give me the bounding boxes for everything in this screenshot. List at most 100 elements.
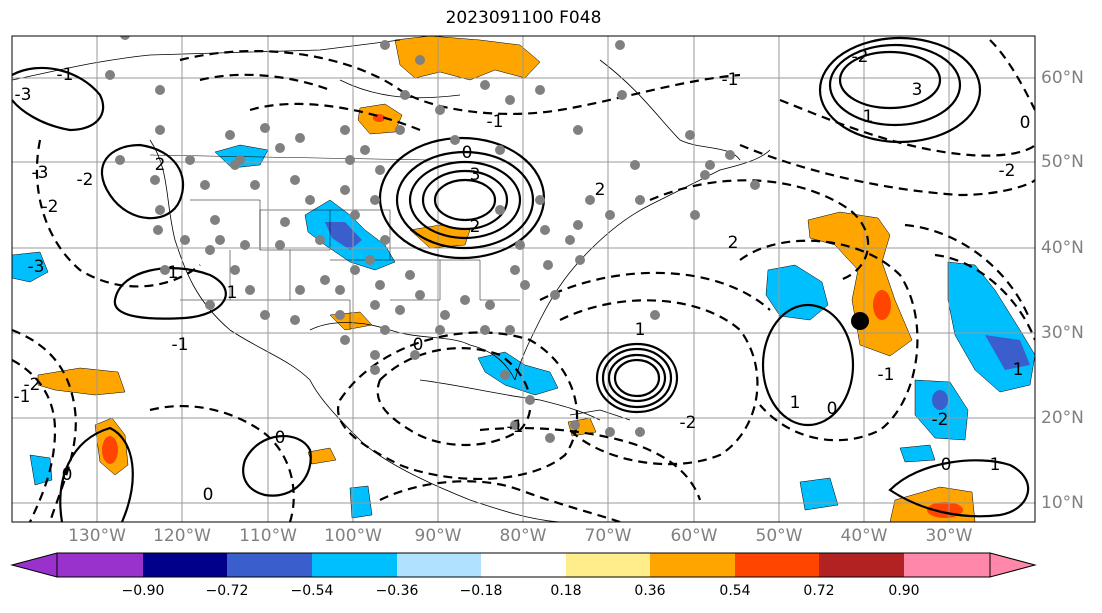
contour-label: 0 [203, 485, 214, 505]
contour-high-great-lakes-3 [408, 160, 522, 240]
lon-label: 50°W [755, 526, 803, 546]
lon-label: 130°W [68, 526, 126, 546]
shade-blue-west-pacific [12, 251, 49, 283]
shade-red-central-atlantic [873, 290, 891, 320]
contour-pacific-nw [100, 143, 185, 220]
contour-lines [12, 36, 1035, 522]
contour-label: -3 [28, 257, 45, 277]
contour-hurricane-4 [595, 342, 679, 414]
contour-label: 2 [595, 180, 606, 200]
contour-dashed-north-atl [649, 179, 870, 282]
location-marker [851, 312, 869, 330]
contour-label: -1 [57, 65, 74, 85]
colorbar-arrow-high [989, 552, 1037, 578]
contour-hurricane-3 [601, 347, 673, 409]
contour-label: 0 [62, 465, 73, 485]
contour-dashed-west [35, 139, 201, 288]
shade-blue-south-atlantic [799, 477, 839, 511]
contour-label: -2 [932, 410, 949, 430]
lon-label: 110°W [239, 526, 297, 546]
contour-label: 1 [168, 263, 179, 283]
contour-dashed-pacific-2 [12, 359, 57, 522]
contour-high-atlantic [761, 303, 855, 427]
colorbar-segment [735, 553, 819, 577]
contour-mexico [242, 435, 312, 497]
station-dots [105, 36, 760, 443]
contour-hurricane-2 [607, 353, 667, 403]
contour-dashed-pacific-1 [12, 328, 77, 522]
shade-blue-florida [477, 351, 559, 396]
contour-dashed-south [379, 480, 621, 522]
shade-blue-pacific-south [29, 454, 53, 486]
contour-label: 1 [863, 107, 874, 127]
colorbar-tick: −0.72 [205, 583, 249, 599]
lon-label: 30°W [925, 526, 973, 546]
shaded-anomaly-regions [12, 36, 1035, 522]
lat-label: 60°N [1041, 68, 1084, 88]
contour-label: 0 [275, 428, 286, 448]
contour-label: -3 [15, 85, 32, 105]
political-borders [149, 154, 520, 330]
contour-dashed-north-2 [739, 143, 1035, 197]
graticule [12, 36, 1035, 522]
contour-label: -2 [852, 47, 869, 67]
shade-red-pacific-south [102, 436, 118, 464]
contour-southwest [113, 267, 227, 320]
contour-label: -2 [77, 170, 94, 190]
lat-label: 50°N [1041, 152, 1084, 172]
lon-label: 90°W [414, 526, 462, 546]
colorbar-tick: −0.90 [121, 583, 165, 599]
lat-label: 10°N [1041, 493, 1084, 513]
contour-label: -2 [24, 375, 41, 395]
contour-label: -1 [878, 365, 895, 385]
contour-dashed-east-atl-3 [934, 253, 1035, 341]
contour-high-great-lakes-2 [421, 169, 509, 231]
lon-label: 100°W [324, 526, 382, 546]
contour-labels: -3 -1 -2 -2 0 3 2 -2 -1 -3 1 2 3 -2 -3 -… [14, 47, 1031, 505]
contour-label: 1 [990, 455, 1001, 475]
lon-label: 80°W [499, 526, 547, 546]
colorbar-segment [819, 553, 904, 577]
colorbar-segment [227, 553, 312, 577]
contour-label: 3 [470, 165, 481, 185]
contour-hurricane-1 [613, 358, 661, 398]
colorbar-tick: 0.72 [803, 583, 835, 599]
lat-label: 20°N [1041, 408, 1084, 428]
contour-dashed-far-east [989, 39, 1035, 111]
contour-high-northeast-2 [828, 43, 962, 127]
colorbar-segment [143, 553, 227, 577]
contour-label: -2 [680, 413, 697, 433]
colorbar-segment [566, 553, 650, 577]
lat-label: 40°N [1041, 238, 1084, 258]
contour-label: 0 [413, 335, 424, 355]
shade-blue-east-atlantic-inner [985, 335, 1030, 370]
colorbar-segment [904, 553, 990, 577]
colorbar-tick: 0.18 [550, 583, 582, 599]
contour-label: -1 [487, 112, 504, 132]
contour-high-northeast-1 [838, 50, 942, 110]
contour-dashed-canada [249, 102, 421, 132]
contour-label: 1 [1013, 360, 1024, 380]
contour-label: 0 [941, 455, 952, 475]
contour-label: -1 [14, 387, 31, 407]
lat-label: 30°N [1041, 323, 1084, 343]
contour-dashed-central-1 [559, 299, 759, 466]
contour-label: -2 [999, 161, 1016, 181]
contour-label: 2 [155, 155, 166, 175]
weather-map: -3 -1 -2 -2 0 3 2 -2 -1 -3 1 2 3 -2 -3 -… [11, 35, 1036, 523]
colorbar-tick: −0.18 [459, 583, 503, 599]
shade-orange-pacific [37, 367, 126, 396]
contour-label: 3 [912, 80, 923, 100]
contour-dashed-east-atl-1 [739, 239, 919, 442]
colorbar-arrow-low [10, 552, 58, 578]
colorbar [10, 552, 1037, 578]
contour-alaska [12, 66, 105, 132]
lon-label: 60°W [670, 526, 718, 546]
contour-dashed-central-2 [539, 271, 771, 311]
contour-high-great-lakes-4 [395, 150, 535, 250]
contour-label: 2 [470, 217, 481, 237]
map-frame [11, 35, 1036, 523]
contour-dashed-mexico [149, 404, 295, 522]
map-title: 2023091100 F048 [445, 8, 602, 28]
shade-blue-mexico [349, 485, 373, 519]
